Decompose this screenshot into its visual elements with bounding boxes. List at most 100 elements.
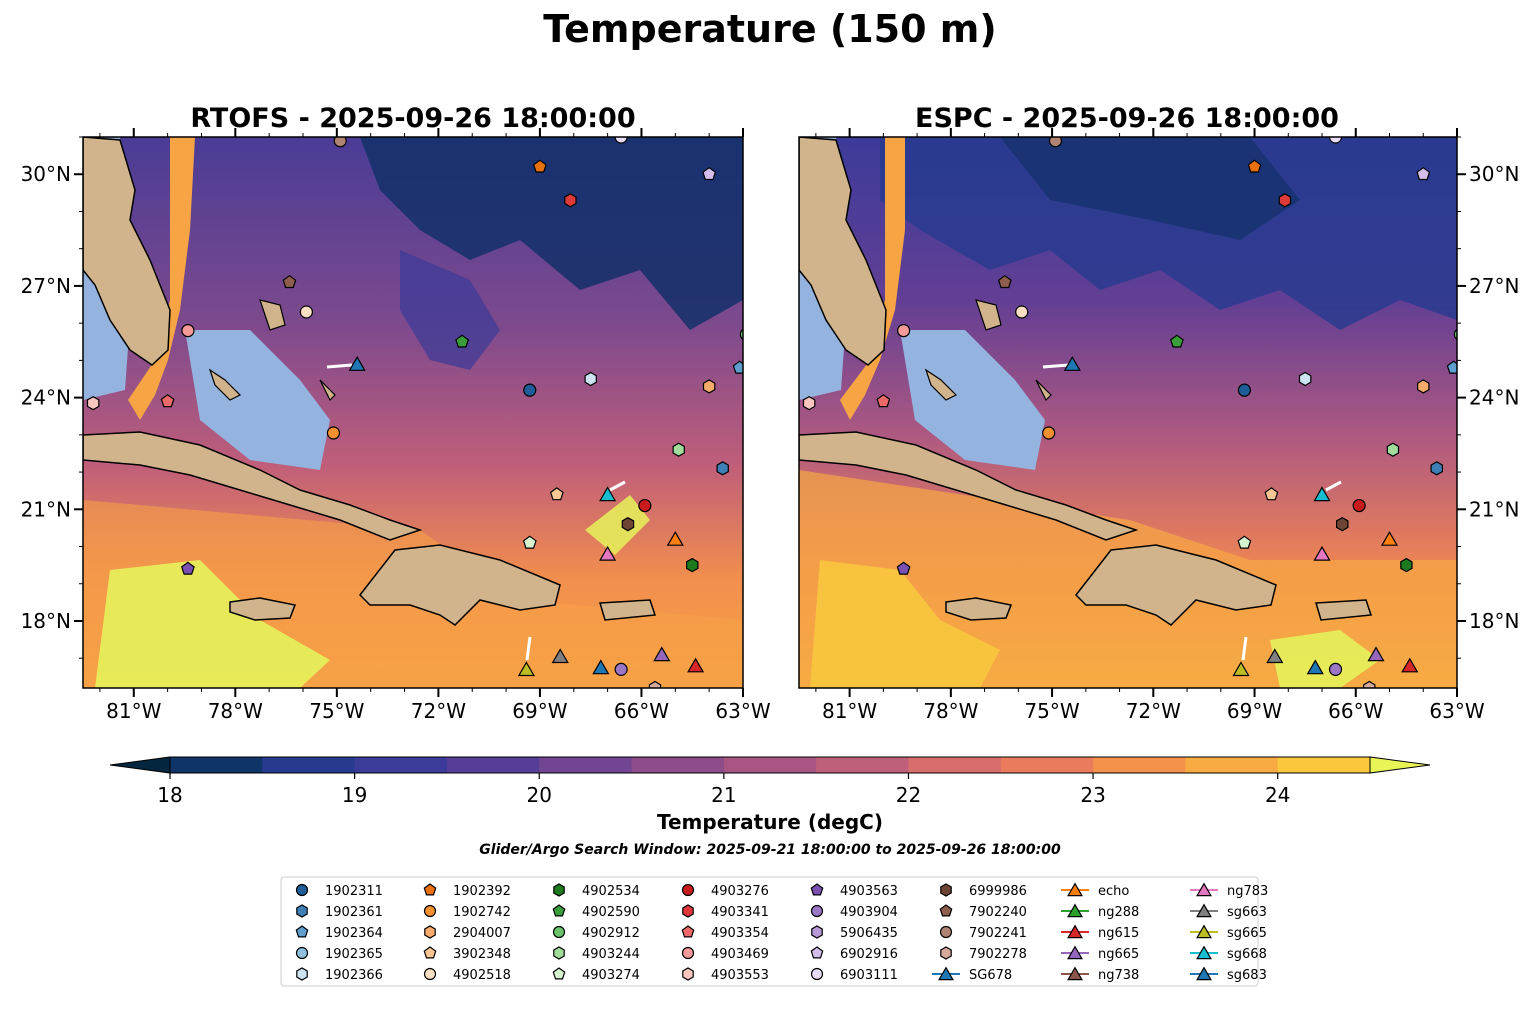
legend-entry: ng665	[1061, 945, 1139, 962]
land-hispaniola	[1075, 544, 1277, 626]
legend-entry: 4903244	[553, 946, 640, 962]
obs-4903354	[876, 394, 891, 408]
obs-7902240	[997, 274, 1012, 289]
legend-marker-ng615	[1067, 924, 1083, 939]
colorbar-bin	[1277, 757, 1371, 773]
y-tick-label: 30°N	[21, 162, 71, 186]
obs-1902366	[1298, 371, 1312, 387]
legend-marker-1902364	[295, 925, 309, 938]
legend-entry: 4903274	[552, 967, 640, 983]
obs-3902348	[549, 487, 564, 501]
obs-2904007	[702, 379, 716, 394]
obs-1902361	[1430, 461, 1444, 476]
colorbar-bin	[539, 757, 633, 773]
obs-sg683	[592, 659, 610, 675]
legend-marker-sg663	[1196, 903, 1212, 918]
land-florida	[83, 137, 171, 366]
obs-4903276	[638, 498, 652, 513]
obs-ng665	[653, 646, 671, 662]
obs-ng615	[687, 657, 705, 673]
obs-7902240	[282, 274, 297, 289]
legend-marker-sg683	[1196, 966, 1212, 981]
legend-marker-6903111	[810, 967, 824, 981]
legend-entry: 5906435	[811, 925, 898, 941]
glider-track	[525, 636, 532, 661]
obs-4903274	[1237, 535, 1252, 549]
legend-marker-1902361	[296, 904, 308, 918]
obs-sg663	[1266, 648, 1284, 664]
hot-water-region	[585, 495, 650, 555]
search-window-caption: Glider/Argo Search Window: 2025-09-21 18…	[479, 842, 1061, 858]
legend-marker-7902240	[939, 904, 953, 917]
legend-label: 4903274	[582, 968, 640, 983]
land-hispaniola	[359, 544, 561, 626]
legend-marker-5906435	[811, 925, 823, 939]
legend-label: 6903111	[840, 968, 898, 983]
legend-entry: sg683	[1190, 966, 1267, 983]
obs-6903111	[1328, 137, 1343, 144]
obs-4902590	[1169, 334, 1184, 348]
colorbar-bin	[908, 757, 1002, 773]
obs-ng615	[1401, 657, 1419, 673]
obs-4903354	[160, 394, 175, 408]
legend-entry: ng783	[1190, 882, 1268, 899]
legend-entry: 3902348	[423, 946, 511, 962]
legend-entry: 6903111	[810, 967, 898, 983]
x-tick-label: 63°W	[1429, 699, 1484, 723]
legend-label: ng665	[1098, 947, 1139, 962]
legend-entry: ng615	[1061, 924, 1139, 941]
legend-entry: 4903354	[681, 925, 769, 941]
obs-1902361	[716, 461, 729, 476]
legend-marker-4903904	[810, 904, 824, 918]
colorbar-bin	[262, 757, 356, 773]
land-bahamas	[208, 299, 336, 402]
legend-label: 6902916	[840, 947, 898, 962]
legend-marker-2904007	[424, 925, 436, 939]
legend-entry: 4902912	[552, 925, 640, 941]
colorbar-extend-low	[109, 756, 171, 774]
obs-4902590	[455, 334, 470, 348]
obs-4902534	[685, 557, 699, 573]
legend-entry: 4903469	[681, 946, 769, 962]
panel-title-espc: ESPC - 2025-09-26 18:00:00	[915, 103, 1339, 134]
legend-marker-1902311	[295, 883, 309, 897]
legend-entry: 7902240	[939, 904, 1027, 920]
legend-entry: 4902590	[552, 904, 640, 920]
obs-3902348	[1264, 487, 1279, 501]
legend-entry: ng738	[1061, 966, 1139, 983]
legend-label: sg663	[1227, 905, 1267, 920]
y-tick-label: 24°N	[21, 386, 71, 410]
obs-7902241	[333, 137, 347, 148]
legend-entry: 1902742	[423, 904, 511, 920]
legend-label: 7902241	[969, 926, 1027, 941]
hot-water-region	[810, 560, 1000, 688]
colorbar-tick-label: 24	[1265, 783, 1290, 807]
colorbar-tick-label: 19	[342, 783, 367, 807]
colorbar-bin	[446, 757, 540, 773]
x-tick-label: 72°W	[1126, 699, 1181, 723]
glider-track	[1042, 363, 1069, 369]
legend-marker-6902916	[810, 946, 824, 959]
obs-sg668	[1313, 486, 1331, 502]
legend-label: 4903904	[840, 905, 898, 920]
legend-label: ng615	[1098, 926, 1139, 941]
colorbar-bin	[1000, 757, 1094, 773]
legend-marker-ng288	[1067, 903, 1083, 918]
x-tick-label: 75°W	[309, 699, 364, 723]
obs-2904007	[1416, 379, 1430, 394]
legend-label: 1902311	[325, 884, 383, 899]
legend-marker-3902348	[423, 946, 437, 959]
y-tick-label: 21°N	[21, 497, 71, 521]
glider-track	[326, 363, 353, 369]
legend-entry: 4903276	[681, 883, 769, 899]
legend-label: ng288	[1098, 905, 1139, 920]
legend-label: 4902518	[453, 968, 511, 983]
x-tick-label: 78°W	[923, 699, 978, 723]
obs-1902366	[584, 371, 597, 387]
legend-label: 4903469	[711, 947, 769, 962]
colorbar-tick-label: 20	[527, 783, 552, 807]
glider-track	[1325, 480, 1342, 492]
obs-sg668	[599, 486, 617, 502]
legend-frame	[280, 876, 1259, 987]
obs-4903276	[1352, 498, 1366, 513]
